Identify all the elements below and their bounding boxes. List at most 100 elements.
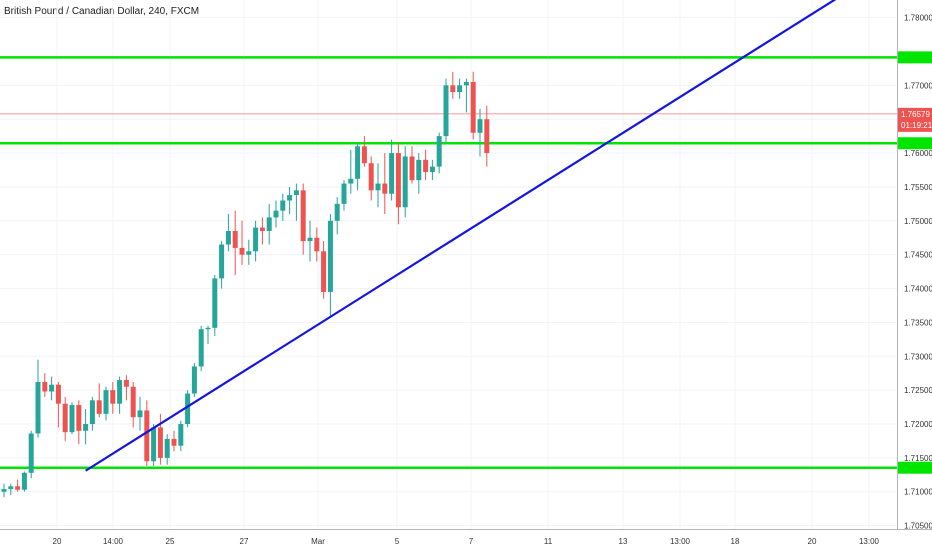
candle-body [28,433,34,473]
candle-body [130,386,136,418]
y-tick-label: 1.72500 [904,386,932,395]
y-tick-label: 1.76000 [904,149,932,158]
candle-body [123,379,129,387]
trendline [85,0,837,472]
candle-body [157,427,163,458]
x-tick-label: 14:00 [103,537,124,546]
y-tick-label: 1.72000 [904,420,932,429]
y-tick-label: 1.75500 [904,183,932,192]
candle-body [225,230,231,245]
level-price-marker [898,51,932,64]
candle-body [287,195,293,201]
candle-body [137,410,143,418]
candle-body [375,183,381,191]
candle-body [436,136,442,167]
candle-body [103,390,109,414]
y-tick-label: 1.74500 [904,251,932,260]
candle-body [341,183,347,204]
candle-body [110,390,116,404]
countdown-label: 01:19:21 [901,121,932,130]
y-tick-label: 1.71500 [904,454,932,463]
horizontal-levels [0,56,897,469]
candle-body [293,190,299,196]
candle-body [484,119,490,154]
candle-body [212,278,218,328]
candle-body [266,217,272,231]
candle-body [361,146,367,164]
candle-body [416,159,422,181]
grid [0,0,897,529]
candle-body [314,237,320,252]
x-tick-label: 20 [808,537,817,546]
candle-body [89,400,95,425]
candle-body [42,382,48,392]
x-tick-label: 13:00 [859,537,880,546]
candle-body [470,81,476,133]
candle-body [117,379,123,404]
candle-body [321,251,327,292]
candle-body [246,251,252,255]
x-tick-label: 13 [619,537,628,546]
level-price-marker [898,461,932,474]
y-tick-label: 1.77000 [904,81,932,90]
candle-body [334,203,340,221]
y-tick-label: 1.70500 [904,522,932,531]
candle-body [463,81,469,86]
candle-body [368,163,374,191]
candle-body [8,486,14,490]
candle-body [259,227,265,231]
chart-title: British Pound / Canadian Dollar, 240, FX… [4,6,200,17]
candle-body [307,237,313,242]
current-price-marker [898,107,932,132]
candle-body [69,405,75,433]
candle-body [389,153,395,194]
candle-body [35,382,41,434]
candle-body [253,227,259,252]
candle-body [443,85,449,137]
trendline-layer [85,0,837,472]
y-tick-label: 1.73500 [904,318,932,327]
candle-body [83,424,89,431]
time-axis[interactable]: 20 14:00 25 27 Mar 5 7 11 13 13:00 18 20 13:00 [53,537,880,546]
candle-body [382,183,388,194]
x-tick-label: 5 [395,537,400,546]
candle-body [219,244,225,279]
candle-body [402,156,408,208]
x-tick-label: Mar [311,537,325,546]
y-tick-label: 1.74000 [904,285,932,294]
candle-body [232,230,238,248]
candle-body [280,200,286,211]
candle-body [15,486,21,490]
axis-markers: 1.76579 01:19:21 [898,51,932,474]
candle-body [178,424,184,446]
candle-body [49,384,55,392]
x-tick-label: 13:00 [670,537,691,546]
candle-body [457,85,463,93]
x-tick-label: 20 [53,537,62,546]
candle-body [273,210,279,218]
candle-body [355,146,361,179]
candle-body [164,438,170,458]
candle-body [429,166,435,173]
candle-body [96,400,102,414]
candle-body [450,85,456,93]
candle-body [348,178,354,184]
y-tick-label: 1.75000 [904,217,932,226]
candle-body [185,393,191,425]
y-tick-label: 1.71000 [904,488,932,497]
candle-body [21,472,27,490]
candle-body [76,405,82,431]
candle-body [1,489,7,492]
candle-body [423,159,429,173]
x-tick-label: 11 [544,537,553,546]
candle-body [300,190,306,242]
candle-body [144,410,150,462]
candle-body [191,366,197,394]
candle-body [205,327,211,330]
candles [1,71,490,498]
candle-body [409,156,415,181]
level-price-marker [898,137,932,150]
price-axis[interactable]: 1.780001.770001.765001.760001.755001.750… [904,14,932,531]
candle-body [477,119,483,133]
